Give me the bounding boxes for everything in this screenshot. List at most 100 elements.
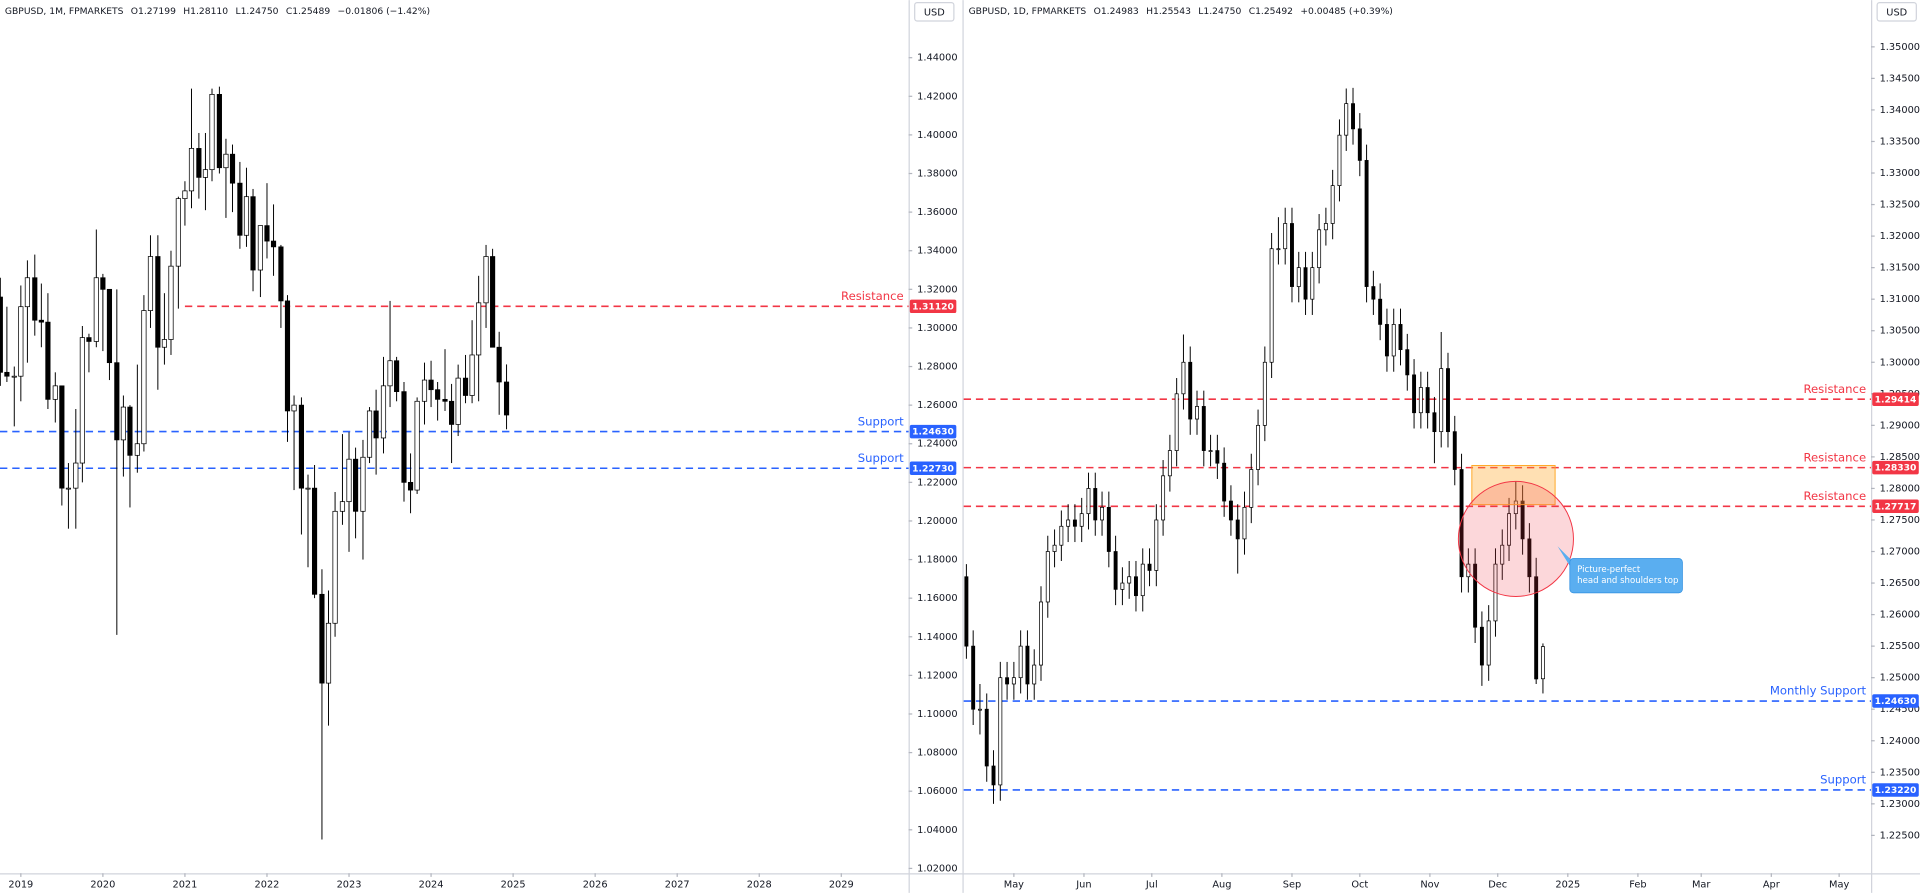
candle-body — [1290, 223, 1294, 287]
ohlc-value: O1.27199 — [131, 6, 176, 17]
candle-body — [1154, 519, 1159, 571]
y-tick-label: 1.44000 — [917, 53, 957, 64]
x-tick-label: 2019 — [8, 879, 33, 890]
candle-body — [1432, 412, 1437, 433]
candle-body — [325, 622, 332, 684]
candle-body — [1086, 488, 1091, 515]
x-tick-label: 2029 — [829, 879, 854, 890]
candle-body — [421, 379, 428, 402]
candle-body — [1371, 286, 1376, 300]
y-tick-label: 1.27000 — [1880, 547, 1920, 558]
candle-body — [223, 153, 229, 169]
candle-body — [1378, 298, 1383, 325]
y-tick-label: 1.06000 — [917, 786, 957, 797]
candle-body — [1330, 185, 1335, 224]
x-tick-label: 2026 — [583, 879, 608, 890]
candle-body — [264, 225, 270, 242]
candle-body — [202, 169, 209, 178]
candle-body — [73, 462, 79, 489]
candle-body — [196, 148, 202, 178]
candle-body — [1452, 431, 1457, 470]
candle-body — [0, 296, 3, 373]
candle-body — [401, 391, 407, 483]
y-tick-label: 1.04000 — [917, 825, 957, 836]
y-tick-label: 1.29000 — [1880, 420, 1920, 431]
candle-body — [1520, 500, 1525, 540]
candle-body — [86, 337, 92, 342]
candle-body — [1188, 361, 1193, 420]
candle-body — [182, 190, 188, 199]
level-price-label: 1.22730 — [912, 463, 954, 474]
y-tick-label: 1.27500 — [1880, 515, 1920, 526]
level-price-label: 1.29414 — [1875, 394, 1917, 405]
candle-body — [291, 404, 297, 412]
candle-body — [503, 381, 510, 416]
candle-body — [1323, 223, 1328, 231]
y-tick-label: 1.02000 — [917, 863, 957, 874]
x-tick-label: 2024 — [419, 879, 444, 890]
candle-body — [1262, 361, 1267, 426]
candle-body — [1106, 506, 1111, 552]
x-tick-label: Jul — [1145, 879, 1158, 890]
candle-body — [1446, 368, 1450, 433]
candle-body — [496, 346, 502, 383]
level-price-label: 1.31120 — [912, 301, 954, 312]
x-tick-label: 2022 — [255, 879, 280, 890]
candle-body — [1540, 646, 1545, 680]
candle-body — [65, 487, 71, 490]
candle-body — [1249, 469, 1254, 508]
x-tick-label: Dec — [1488, 879, 1507, 890]
y-tick-label: 1.30000 — [917, 323, 957, 334]
candle-body — [1228, 500, 1233, 521]
y-tick-label: 1.14000 — [917, 632, 957, 643]
candle-body — [32, 277, 38, 321]
candle-body — [106, 288, 113, 364]
y-tick-label: 1.08000 — [917, 748, 957, 759]
candle-body — [11, 375, 17, 378]
candle-body — [1025, 645, 1030, 685]
ohlc-value: L1.24750 — [1198, 6, 1241, 17]
candle-body — [1391, 324, 1396, 357]
candle-body — [442, 398, 448, 402]
candle-body — [476, 302, 482, 356]
y-tick-label: 1.35000 — [1880, 42, 1920, 53]
x-tick-label: Aug — [1212, 879, 1231, 890]
candle-body — [168, 265, 174, 340]
level-price-box — [909, 299, 957, 314]
symbol-title: GBPUSD, 1M, FPMARKETS — [5, 6, 124, 17]
candle-body — [1079, 513, 1084, 527]
symbol-header: GBPUSD, 1M, FPMARKETS O1.27199 H1.28110 L1.… — [5, 6, 430, 17]
y-tick-label: 1.24000 — [917, 439, 957, 450]
ohlc-value: −0.01806 (−1.42%) — [338, 6, 431, 17]
candle-body — [1527, 538, 1532, 578]
callout-text: head and shoulders top — [1577, 576, 1678, 586]
candle-body — [1466, 563, 1471, 578]
candle-body — [1018, 645, 1023, 679]
y-tick-label: 1.31500 — [1880, 263, 1920, 274]
candle-body — [1201, 406, 1206, 451]
candle-body — [1032, 664, 1037, 685]
y-tick-label: 1.36000 — [917, 207, 957, 218]
level-price-label: 1.24630 — [912, 427, 954, 438]
y-tick-label: 1.33000 — [1880, 168, 1920, 179]
candle-body — [4, 371, 10, 377]
y-tick-label: 1.28000 — [917, 362, 957, 373]
candle-body — [1215, 450, 1220, 464]
x-tick-label: May — [1004, 879, 1024, 890]
y-tick-label: 1.18000 — [917, 555, 957, 566]
candle-body — [1303, 267, 1308, 300]
candle-body — [1296, 267, 1301, 287]
y-tick-label: 1.26000 — [917, 400, 957, 411]
candle-body — [24, 277, 30, 308]
y-tick-label: 1.20000 — [917, 516, 957, 527]
candle-body — [1256, 424, 1261, 470]
y-tick-label: 1.23000 — [1880, 799, 1920, 810]
candle-body — [188, 148, 195, 192]
callout-text: Picture-perfect — [1577, 565, 1641, 575]
level-price-box — [909, 461, 957, 475]
y-tick-label: 1.30000 — [1880, 357, 1920, 368]
resistance-zone — [1471, 464, 1556, 506]
candle-body — [1134, 576, 1138, 597]
candle-body — [332, 510, 338, 624]
